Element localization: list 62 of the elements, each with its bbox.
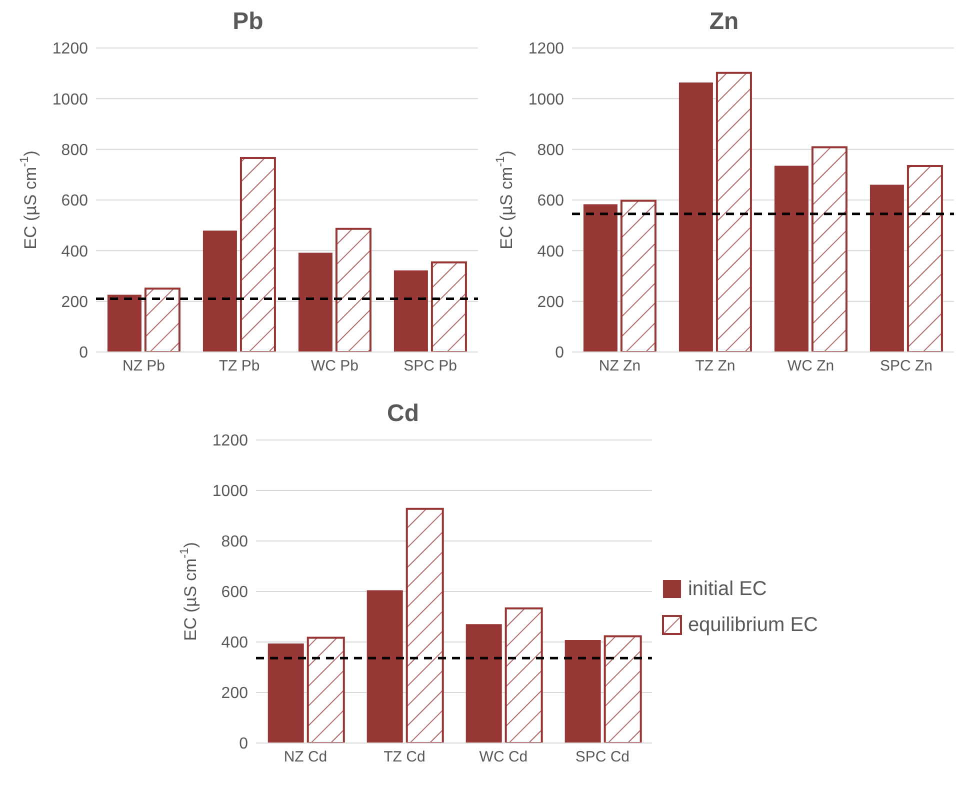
bar — [335, 228, 372, 352]
bar — [620, 200, 656, 352]
legend-label: initial EC — [688, 577, 767, 602]
chart-title: Cd — [386, 400, 420, 429]
x-tick-label: TZ Pb — [218, 358, 260, 375]
y-tick-label: 200 — [221, 685, 248, 702]
bar — [870, 184, 904, 352]
bar — [107, 294, 142, 352]
x-tick-label: SPC Cd — [575, 748, 630, 766]
x-tick-label: TZ Zn — [695, 358, 736, 375]
bar — [906, 165, 943, 352]
y-tick-label: 800 — [537, 142, 564, 160]
y-tick-label: 0 — [239, 736, 248, 753]
bar — [144, 288, 180, 352]
x-tick-label: WC Cd — [479, 748, 528, 766]
y-tick-label: 800 — [221, 534, 248, 551]
bar — [268, 644, 304, 743]
y-tick-label: 400 — [221, 634, 248, 652]
chart-title: Pb — [232, 8, 264, 37]
bar — [406, 508, 444, 743]
bar — [466, 624, 502, 743]
bar — [564, 640, 601, 743]
bar — [366, 590, 403, 743]
y-tick-label: 1200 — [212, 432, 248, 450]
bar — [430, 261, 467, 352]
y-tick-label: 200 — [537, 294, 564, 312]
legend-label: equilibrium EC — [688, 613, 818, 638]
bar — [774, 166, 808, 352]
bar — [504, 607, 543, 743]
x-tick-label: SPC Pb — [404, 358, 457, 375]
chart-title: Zn — [708, 8, 740, 37]
y-tick-label: 0 — [79, 344, 88, 362]
bar — [306, 636, 345, 743]
y-tick-label: 1000 — [528, 91, 564, 108]
y-tick-label: 600 — [61, 192, 88, 210]
bar — [202, 230, 237, 352]
bar — [394, 270, 428, 352]
bar — [298, 252, 332, 352]
x-tick-label: NZ Cd — [284, 748, 328, 766]
y-tick-label: 1200 — [52, 40, 88, 58]
y-tick-label: 400 — [61, 243, 88, 260]
y-tick-label: 800 — [61, 142, 88, 160]
x-tick-label: NZ Zn — [598, 358, 641, 375]
bar — [716, 72, 752, 352]
x-tick-label: TZ Cd — [384, 748, 426, 766]
y-tick-label: 400 — [537, 243, 564, 260]
bar — [583, 204, 618, 352]
y-tick-label: 600 — [537, 192, 564, 210]
y-tick-label: 600 — [221, 584, 248, 602]
y-tick-label: 0 — [555, 344, 564, 362]
bar — [678, 82, 713, 352]
y-tick-label: 1000 — [212, 483, 248, 500]
x-tick-label: WC Pb — [310, 358, 359, 375]
y-tick-label: 1200 — [528, 40, 564, 58]
y-tick-label: 1000 — [52, 91, 88, 108]
bar — [240, 156, 276, 352]
x-tick-label: NZ Pb — [122, 358, 166, 375]
x-tick-label: WC Zn — [787, 358, 834, 375]
x-tick-label: SPC Zn — [880, 358, 933, 375]
bar — [811, 146, 848, 352]
bar — [604, 635, 642, 743]
y-tick-label: 200 — [61, 294, 88, 312]
